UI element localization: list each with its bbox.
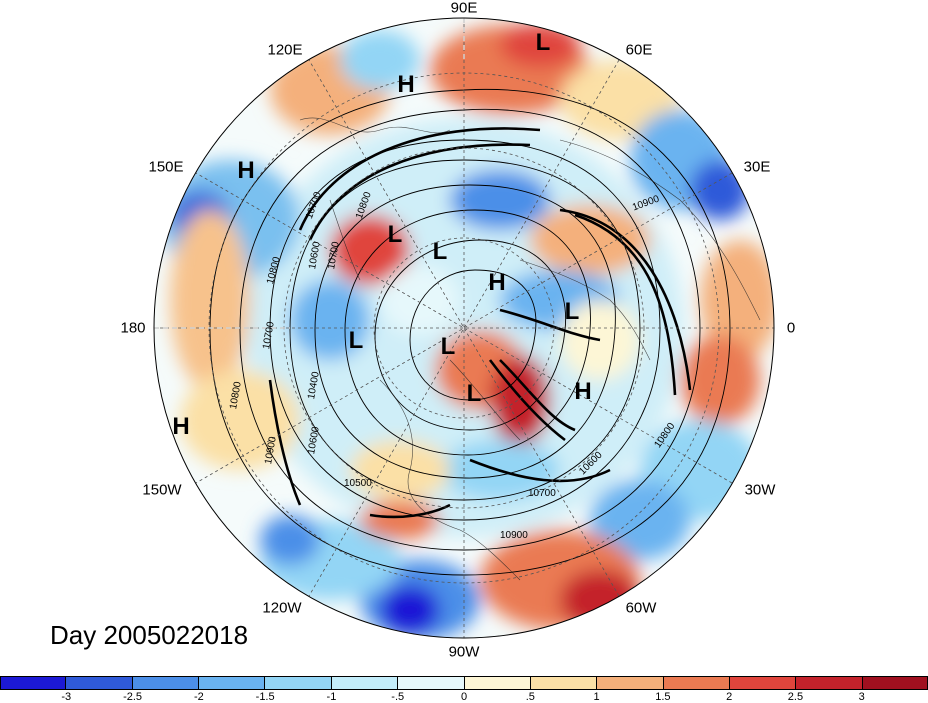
colorbar-segment xyxy=(132,676,200,690)
colorbar-tick-label: -1 xyxy=(326,691,337,703)
contour-label: 10900 xyxy=(500,530,528,541)
contour-label: 10700 xyxy=(528,488,556,499)
colorbar-tick-label: -1.5 xyxy=(255,691,275,703)
pressure-system-marker: L xyxy=(432,238,448,265)
contour-label: 10500 xyxy=(344,478,372,489)
colorbar-tick-label: .5 xyxy=(525,691,535,703)
colorbar-segment xyxy=(331,676,399,690)
date-line xyxy=(154,18,465,329)
colorbar-segment xyxy=(530,676,598,690)
colorbar-segment xyxy=(0,676,67,690)
pressure-system-marker: H xyxy=(397,71,415,98)
colorbar-segment xyxy=(464,676,531,690)
colorbar-segment xyxy=(862,676,928,690)
lon-label-120e: 120E xyxy=(267,41,303,59)
lon-label-90e: 90E xyxy=(450,0,478,17)
colorbar-tick-label: 1 xyxy=(593,691,600,703)
jet-streaks xyxy=(268,127,692,519)
colorbar xyxy=(0,676,928,690)
lon-label-150e: 150E xyxy=(148,158,184,176)
colorbar-tick-label: 3 xyxy=(858,691,865,703)
colorbar-tick-label: -2.5 xyxy=(123,691,143,703)
colorbar-tick-label: -.5 xyxy=(391,691,405,703)
colorbar-segment xyxy=(663,676,730,690)
pressure-system-marker: L xyxy=(535,29,551,56)
pressure-system-marker: L xyxy=(466,380,482,407)
lon-label-120w: 120W xyxy=(262,599,302,617)
pressure-system-marker: H xyxy=(237,157,255,184)
pressure-system-marker: L xyxy=(564,298,580,325)
colorbar-segment xyxy=(796,676,863,690)
colorbar-tick-label: -3 xyxy=(61,691,72,703)
pressure-system-marker: L xyxy=(440,333,456,360)
pressure-system-marker: H xyxy=(172,413,190,440)
colorbar-tick-label: 1.5 xyxy=(655,691,671,703)
colorbar-segment xyxy=(597,676,664,690)
colorbar-segment xyxy=(199,676,266,690)
colorbar-tick-label: 2 xyxy=(726,691,733,703)
lon-label-150w: 150W xyxy=(142,481,182,499)
pressure-system-marker: L xyxy=(348,327,364,354)
colorbar-tick-label: 0 xyxy=(460,691,468,703)
colorbar-tick-label: -2 xyxy=(193,691,204,703)
lon-label-180: 180 xyxy=(120,319,146,337)
colorbar-tick-label: 2.5 xyxy=(787,691,804,703)
colorbar-segment xyxy=(265,676,332,690)
colorbar-segment xyxy=(729,676,797,690)
lon-label-90w: 90W xyxy=(448,643,480,661)
lon-label-0: 0 xyxy=(786,319,796,337)
day-title: Day 2005022018 xyxy=(50,620,249,650)
lon-label-30e: 30E xyxy=(743,158,771,176)
colorbar-segment xyxy=(398,676,465,690)
pressure-system-marker: L xyxy=(387,221,403,248)
pressure-system-marker: H xyxy=(574,378,592,405)
lon-label-60e: 60E xyxy=(625,41,653,59)
lon-label-60w: 60W xyxy=(625,599,657,617)
lon-label-30w: 30W xyxy=(744,481,776,499)
colorbar-segment xyxy=(66,676,133,690)
map-border xyxy=(153,17,775,639)
pressure-system-marker: H xyxy=(488,269,506,296)
